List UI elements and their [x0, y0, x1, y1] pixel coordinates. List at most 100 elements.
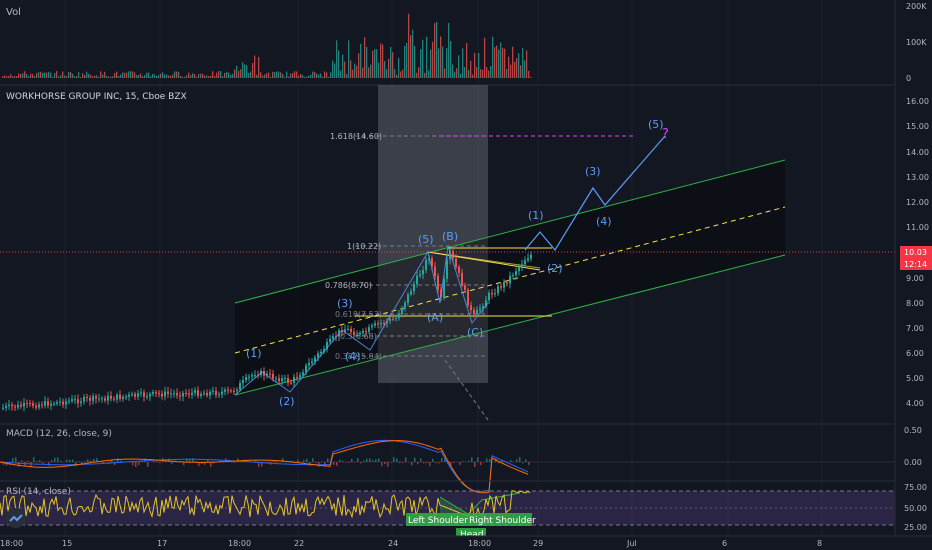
- time-axis-label: 15: [62, 539, 72, 548]
- volume-bar: [84, 75, 86, 78]
- volume-bar: [324, 71, 326, 78]
- macd-pane[interactable]: MACD (12, 26, close, 9): [0, 429, 895, 494]
- candle-body: [131, 393, 133, 395]
- volume-bar: [432, 41, 434, 78]
- macd-histogram-bar: [369, 458, 371, 462]
- volume-bar: [346, 74, 348, 78]
- rsi-axis-tick: 25.00: [904, 523, 927, 532]
- candle-body: [17, 404, 19, 408]
- candle-body: [437, 276, 439, 290]
- neckline[interactable]: [439, 492, 521, 515]
- candle-body: [473, 310, 475, 315]
- volume-bar: [64, 75, 66, 78]
- channel-lower-line[interactable]: [234, 254, 786, 396]
- volume-bar: [108, 76, 110, 78]
- macd-histogram-bar: [102, 462, 104, 464]
- highlight-range-box[interactable]: [378, 85, 488, 383]
- macd-histogram-bar: [444, 458, 446, 462]
- rsi-pane[interactable]: RSI (14, close) Left Shoulder Right Shou…: [0, 487, 895, 540]
- past-wave-path[interactable]: [234, 245, 489, 396]
- price-axis[interactable]: 16.0015.0014.0013.0012.0011.0010.009.008…: [894, 0, 932, 536]
- projected-wave-path[interactable]: [524, 135, 666, 252]
- volume-bar: [180, 75, 182, 78]
- volume-bar: [278, 71, 280, 78]
- price-axis-tick: 5.00: [906, 374, 924, 383]
- candle-body: [344, 329, 346, 333]
- candle-body: [368, 327, 370, 332]
- macd-axis-tick: 0.00: [904, 458, 922, 467]
- volume-bar: [476, 67, 478, 78]
- wave-label-c: (C): [467, 326, 483, 339]
- channel-median-line[interactable]: [234, 206, 786, 354]
- volume-bar: [348, 40, 350, 78]
- volume-bar: [100, 71, 102, 78]
- macd-histogram-bar: [153, 460, 155, 462]
- volume-bar: [462, 48, 464, 78]
- macd-histogram-bar: [60, 460, 62, 462]
- candle-body: [155, 392, 157, 394]
- macd-histogram-bar: [12, 457, 14, 462]
- volume-bar: [374, 49, 376, 78]
- candle-body: [482, 306, 484, 309]
- time-axis[interactable]: 18:00 15 17 18:00 22 24 18:00 29 Jul 6 8: [0, 535, 932, 550]
- candle-body: [512, 275, 514, 277]
- volume-bar: [174, 71, 176, 78]
- rsi-axis-tick: 75.00: [904, 483, 927, 492]
- macd-histogram-bar: [435, 462, 437, 464]
- candle-body: [80, 401, 82, 404]
- candle-body: [449, 250, 451, 260]
- macd-histogram-bar: [429, 462, 431, 467]
- volume-bar: [106, 76, 108, 78]
- tradingview-logo[interactable]: [6, 508, 26, 528]
- macd-histogram-bar: [351, 458, 353, 462]
- macd-histogram-bar: [111, 459, 113, 462]
- candle-body: [521, 264, 523, 267]
- time-axis-label: 6: [722, 539, 727, 548]
- volume-bar: [94, 75, 96, 78]
- candle-body: [170, 393, 172, 395]
- macd-histogram-bar: [306, 458, 308, 462]
- candle-body: [146, 396, 148, 398]
- wave-label-b: (B): [442, 230, 458, 243]
- volume-bar: [426, 36, 428, 78]
- volume-bar: [48, 71, 50, 78]
- macd-histogram-bar: [477, 457, 479, 462]
- volume-bar: [406, 42, 408, 78]
- volume-bar: [478, 52, 480, 78]
- volume-bar: [492, 36, 494, 78]
- macd-histogram-bar: [516, 459, 518, 462]
- candle-body: [185, 393, 187, 395]
- macd-histogram-bar: [90, 460, 92, 462]
- volume-bar: [232, 73, 234, 78]
- macd-histogram-bar: [96, 458, 98, 462]
- last-price-value: 10.03: [904, 248, 927, 257]
- candle-body: [110, 395, 112, 399]
- volume-bar: [350, 60, 352, 78]
- candle-body: [41, 404, 43, 406]
- volume-bar: [34, 76, 36, 78]
- candle-body: [221, 391, 223, 395]
- volume-bar: [378, 62, 380, 78]
- volume-bar: [358, 53, 360, 78]
- fib-trend-dashed-line[interactable]: [444, 359, 489, 421]
- volume-bar: [240, 69, 242, 78]
- volume-bar: [46, 72, 48, 78]
- volume-bar: [160, 73, 162, 78]
- volume-bar: [504, 48, 506, 78]
- volume-bar: [514, 61, 516, 78]
- volume-bar: [388, 58, 390, 78]
- volume-bar: [502, 47, 504, 78]
- macd-histogram-bar: [462, 461, 464, 462]
- candle-body: [227, 389, 229, 391]
- macd-histogram-bar: [420, 458, 422, 462]
- volume-bar: [400, 71, 402, 78]
- volume-pane[interactable]: Vol: [2, 7, 532, 78]
- candle-body: [11, 404, 13, 407]
- channel-upper-line[interactable]: [234, 159, 786, 304]
- price-pane[interactable]: 1.618(14.60) 1(10.22) 0.786(8.70) 0.618(…: [0, 85, 895, 421]
- candle-body: [188, 393, 190, 395]
- volume-bar: [450, 41, 452, 78]
- candle-body: [332, 336, 334, 339]
- volume-axis-tick: 0: [906, 74, 911, 83]
